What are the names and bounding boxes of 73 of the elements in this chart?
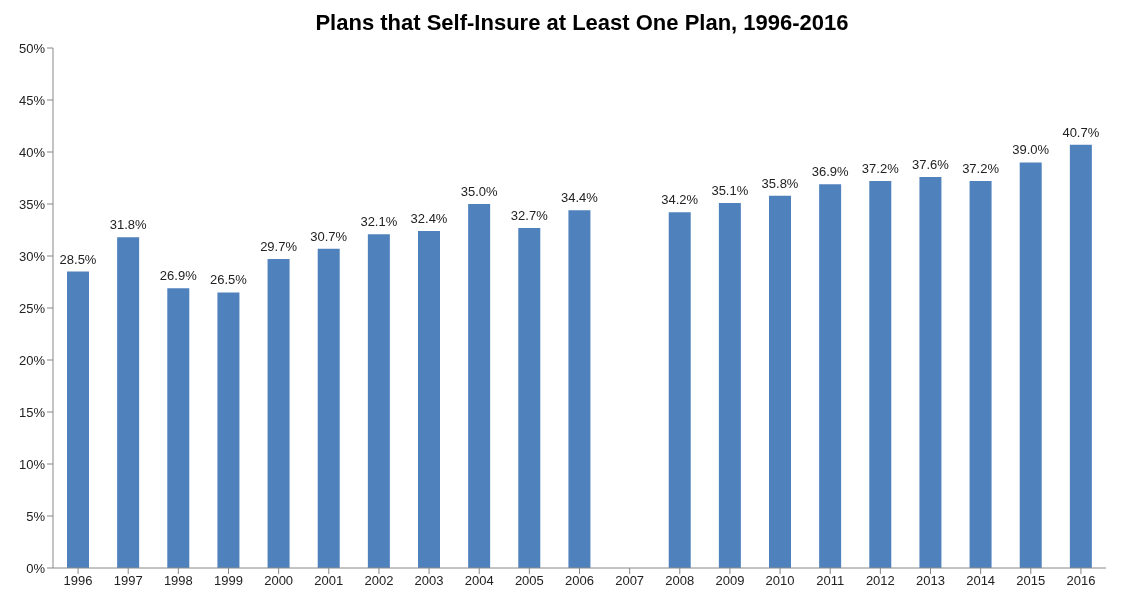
bar xyxy=(919,176,942,568)
x-tick-label: 2009 xyxy=(715,573,745,589)
data-label: 26.5% xyxy=(209,272,248,288)
data-label: 34.2% xyxy=(661,192,699,208)
data-label: 35.1% xyxy=(711,182,749,198)
bar xyxy=(418,231,440,568)
x-tick-label: 1996 xyxy=(63,573,93,589)
bar xyxy=(317,248,340,568)
bar xyxy=(668,212,691,568)
bar xyxy=(819,184,842,568)
x-tick-label: 2001 xyxy=(314,573,344,589)
data-label: 36.9% xyxy=(811,164,850,180)
x-tick-label: 2010 xyxy=(765,573,795,589)
bar xyxy=(167,288,190,568)
data-label: 34.4% xyxy=(560,190,599,206)
x-tick-label: 1997 xyxy=(113,573,143,589)
bar xyxy=(1019,162,1042,568)
bar xyxy=(869,181,892,568)
data-label: 26.9% xyxy=(159,268,198,284)
data-label: 31.8% xyxy=(109,217,148,233)
data-label: 32.1% xyxy=(360,214,398,230)
x-tick-label: 2011 xyxy=(816,573,845,589)
bar xyxy=(769,195,791,568)
bar xyxy=(217,292,240,568)
bar xyxy=(267,259,290,568)
bar xyxy=(117,237,140,568)
x-tick-label: 2002 xyxy=(364,573,394,589)
x-tick-label: 2012 xyxy=(865,573,895,589)
data-label: 30.7% xyxy=(310,228,348,244)
bar xyxy=(1069,144,1092,568)
y-tick-label: 30% xyxy=(18,248,46,264)
y-tick-label: 10% xyxy=(18,456,46,472)
data-label: 39.0% xyxy=(1012,142,1050,158)
x-tick-label: 2003 xyxy=(414,573,444,589)
y-tick-label: 45% xyxy=(18,92,46,108)
data-label: 35.0% xyxy=(460,184,499,199)
data-label: 29.7% xyxy=(260,239,298,255)
data-label: 28.5% xyxy=(59,251,97,267)
x-tick-label: 2013 xyxy=(916,573,945,589)
bar xyxy=(568,210,591,568)
y-tick-label: 5% xyxy=(26,508,46,524)
x-tick-label: 2016 xyxy=(1066,573,1096,589)
x-tick-label: 2000 xyxy=(264,573,294,589)
data-label: 37.6% xyxy=(911,156,950,172)
x-tick-label: 2007 xyxy=(615,573,645,589)
data-label: 35.8% xyxy=(761,175,799,191)
x-tick-label: 2005 xyxy=(514,573,544,589)
bar xyxy=(367,234,390,568)
x-tick-label: 1999 xyxy=(214,573,243,589)
bar xyxy=(969,181,992,568)
bar xyxy=(518,227,541,568)
y-tick-label: 50% xyxy=(18,40,46,56)
x-tick-label: 2015 xyxy=(1016,573,1046,589)
y-tick-label: 25% xyxy=(18,300,46,316)
data-label: 37.2% xyxy=(962,161,1000,177)
y-tick-label: 35% xyxy=(18,196,46,212)
x-tick-label: 2006 xyxy=(565,573,594,589)
data-label: 37.2% xyxy=(861,161,900,177)
y-tick-label: 15% xyxy=(18,404,46,420)
y-tick-label: 20% xyxy=(18,352,46,368)
bar xyxy=(468,204,491,568)
x-tick-label: 1998 xyxy=(163,573,193,589)
x-tick-label: 2014 xyxy=(966,573,996,589)
data-label: 32.7% xyxy=(510,207,549,223)
x-tick-label: 2008 xyxy=(665,573,695,589)
chart-title: Plans that Self-Insure at Least One Plan, 1996-2016 xyxy=(314,9,850,37)
bar xyxy=(67,271,89,568)
y-tick-label: 40% xyxy=(18,144,46,160)
x-tick-label: 2004 xyxy=(464,573,494,589)
y-tick-label: 0% xyxy=(26,560,46,576)
bar xyxy=(718,202,741,568)
data-label: 32.4% xyxy=(410,211,448,227)
data-label: 40.7% xyxy=(1062,124,1100,140)
